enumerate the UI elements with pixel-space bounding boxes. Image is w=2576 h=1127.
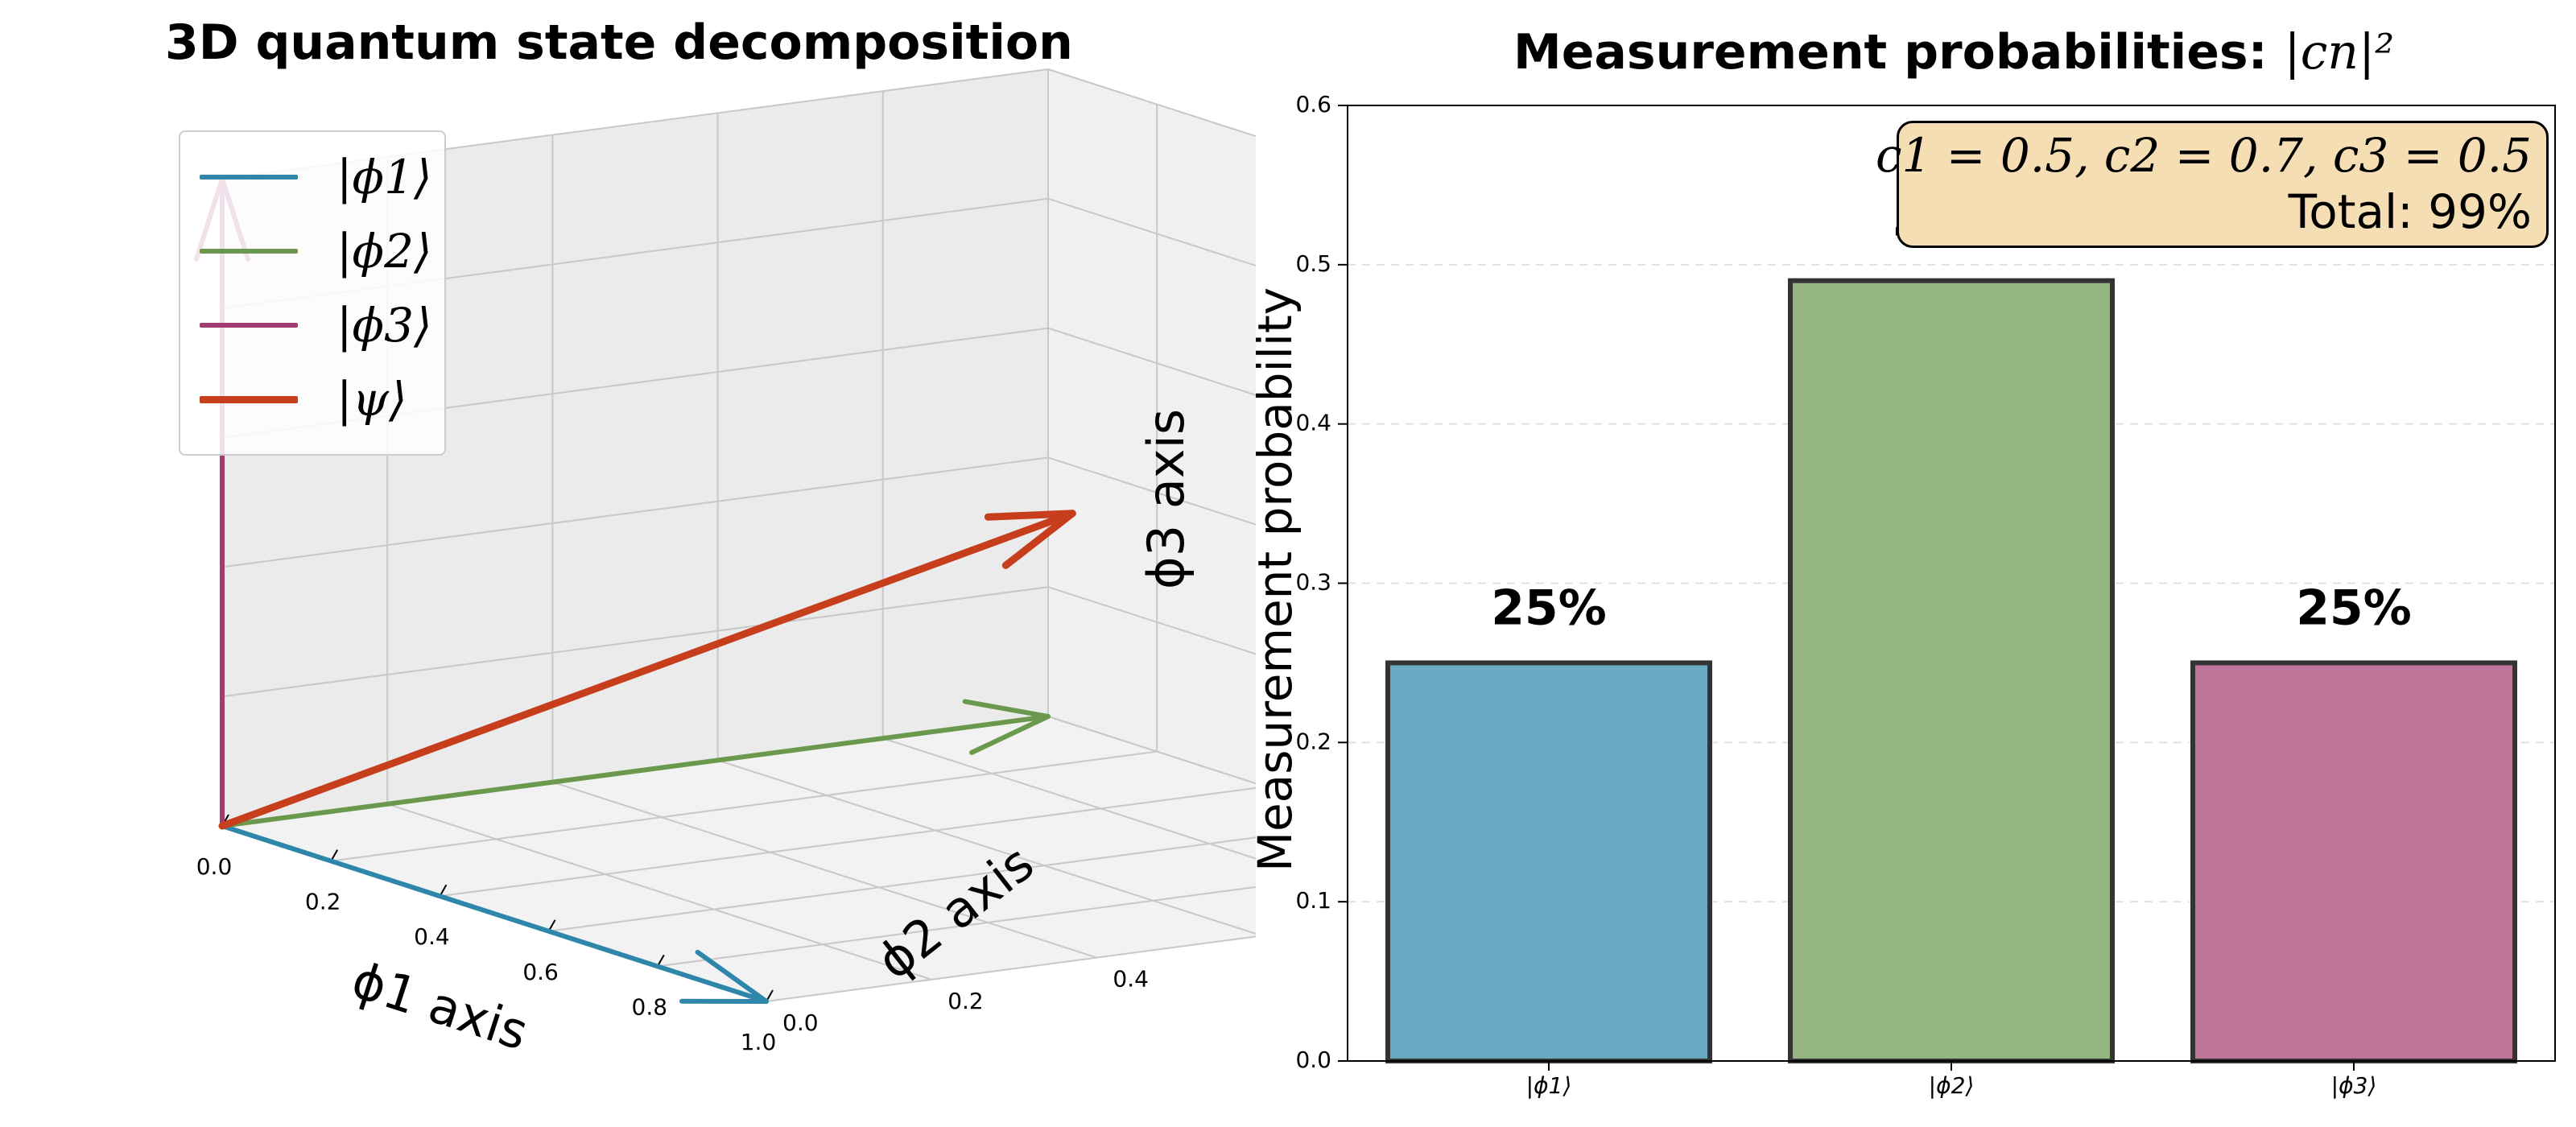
chart-measurement-probabilities: 25%49%25% 0.0 0.1 0.2 0.3 0.4 0.5 0.6 |ϕ1⟩ |ϕ2⟩ |…	[1256, 91, 2556, 1099]
x-tick-label: 0.2	[305, 889, 341, 915]
legend-swatch-psi	[200, 395, 298, 403]
grid-line	[548, 836, 1256, 932]
bar-y-axis-label: Measurement probability	[1256, 287, 1302, 872]
y-tick-label: 0.2	[947, 988, 984, 1014]
grid-line	[552, 781, 1097, 959]
x-tick-label: |ϕ3⟩	[2331, 1072, 2377, 1099]
legend-swatch-phi1	[200, 175, 298, 180]
total-probability-text: Total: 99%	[2288, 184, 2532, 239]
legend-item-phi2: |ϕ2⟩	[200, 224, 432, 279]
x-tick-label: 0.6	[522, 959, 559, 985]
right-chart-title: Measurement probabilities: |cn|²	[1513, 24, 2394, 80]
bars: 25%49%25%	[1385, 198, 2517, 1064]
floor-pane	[222, 716, 1256, 1001]
grid-line	[717, 759, 1256, 935]
x-tick-label: |ϕ1⟩	[1526, 1072, 1572, 1099]
grid-line	[1047, 327, 1256, 396]
y-tick-label: 0.3	[1295, 569, 1331, 596]
y-tick-label: 0.0	[1295, 1046, 1331, 1073]
grid-line	[386, 803, 932, 980]
left-chart-panel: 0.00.00.00.20.20.20.40.40.40.60.60.60.80…	[0, 0, 1256, 1127]
legend-swatch-phi2	[200, 249, 298, 254]
bar-axes: 0.0 0.1 0.2 0.3 0.4 0.5 0.6 |ϕ1⟩ |ϕ2⟩ |ϕ3⟩	[1295, 91, 2556, 1099]
grid-line	[440, 786, 1256, 898]
coefficients-info-box: c1 = 0.5, c2 = 0.7, c3 = 0.5 Total: 99%	[1876, 121, 2549, 248]
grid-line	[221, 586, 1049, 698]
legend-item-phi1: |ϕ1⟩	[200, 150, 432, 204]
x-tick-label: 0.4	[414, 923, 450, 950]
right-title-prefix: Measurement probabilities:	[1513, 24, 2268, 80]
y-tick-label: 0.6	[1295, 91, 1331, 118]
back-right-pane	[1048, 69, 1256, 784]
grid-line	[1047, 586, 1256, 655]
legend-label-phi2: |ϕ2⟩	[336, 224, 432, 279]
vector-arrowhead	[962, 699, 1051, 755]
legend-swatch-phi3	[200, 323, 298, 328]
grid-line	[1047, 456, 1256, 526]
bar	[1788, 278, 2115, 1064]
legend-item-psi: |ψ⟩	[200, 372, 407, 427]
legend-label-psi: |ψ⟩	[336, 372, 407, 427]
y-tick-label: 0.0	[782, 1009, 819, 1036]
x-tick-label: 0.0	[196, 853, 233, 880]
vector-arrowhead	[984, 510, 1076, 569]
right-chart-panel: 25%49%25% 0.0 0.1 0.2 0.3 0.4 0.5 0.6 |ϕ1⟩ |ϕ2⟩ |…	[1256, 0, 2576, 1127]
x-tick-label: 0.8	[632, 993, 668, 1020]
bar-data-label: 25%	[1491, 580, 1607, 636]
bar	[2190, 660, 2517, 1064]
y-tick-label: 0.1	[1295, 887, 1331, 914]
vector-shaft	[220, 824, 769, 1004]
grid-line	[1047, 197, 1256, 267]
legend-item-phi3: |ϕ3⟩	[200, 298, 432, 353]
grid-line	[221, 456, 1049, 568]
x-axis-label: ϕ1 axis	[345, 950, 535, 1062]
x-tick-label: |ϕ2⟩	[1929, 1072, 1975, 1099]
legend-label-phi1: |ϕ1⟩	[336, 150, 432, 204]
state-vectors	[194, 176, 1076, 1004]
y-tick-label: 0.4	[1295, 410, 1331, 436]
x-tick-label: 1.0	[741, 1029, 777, 1055]
bar-data-label: 25%	[2296, 580, 2412, 636]
right-title-formula: |cn|²	[2284, 24, 2395, 80]
z-axis-label: ϕ3 axis	[1137, 409, 1195, 589]
grid-line	[882, 737, 1256, 860]
vector-shaft	[218, 510, 1076, 830]
left-chart-title: 3D quantum state decomposition	[165, 14, 1073, 71]
legend-label-phi3: |ϕ3⟩	[336, 298, 432, 353]
chart-3d-decomposition: 0.00.00.00.20.20.20.40.40.40.60.60.60.80…	[194, 68, 1256, 1062]
coefficients-text: c1 = 0.5, c2 = 0.7, c3 = 0.5	[1875, 128, 2532, 183]
y-tick-label: 0.4	[1113, 966, 1149, 993]
grid-line	[331, 750, 1158, 862]
grid-line	[657, 886, 1256, 968]
grid-line	[1047, 716, 1256, 785]
y-tick-label: 0.5	[1295, 250, 1331, 277]
vector-arrowhead	[679, 949, 769, 1004]
bar-plot-frame	[1347, 105, 2556, 1062]
legend: |ϕ1⟩ |ϕ2⟩ |ϕ3⟩ |ψ⟩	[179, 130, 446, 456]
vector-shaft	[220, 714, 1051, 828]
bar	[1385, 660, 1712, 1064]
grid-line	[766, 935, 1256, 1002]
grid-line	[1047, 68, 1256, 138]
y-tick-label: 0.2	[1295, 728, 1331, 754]
